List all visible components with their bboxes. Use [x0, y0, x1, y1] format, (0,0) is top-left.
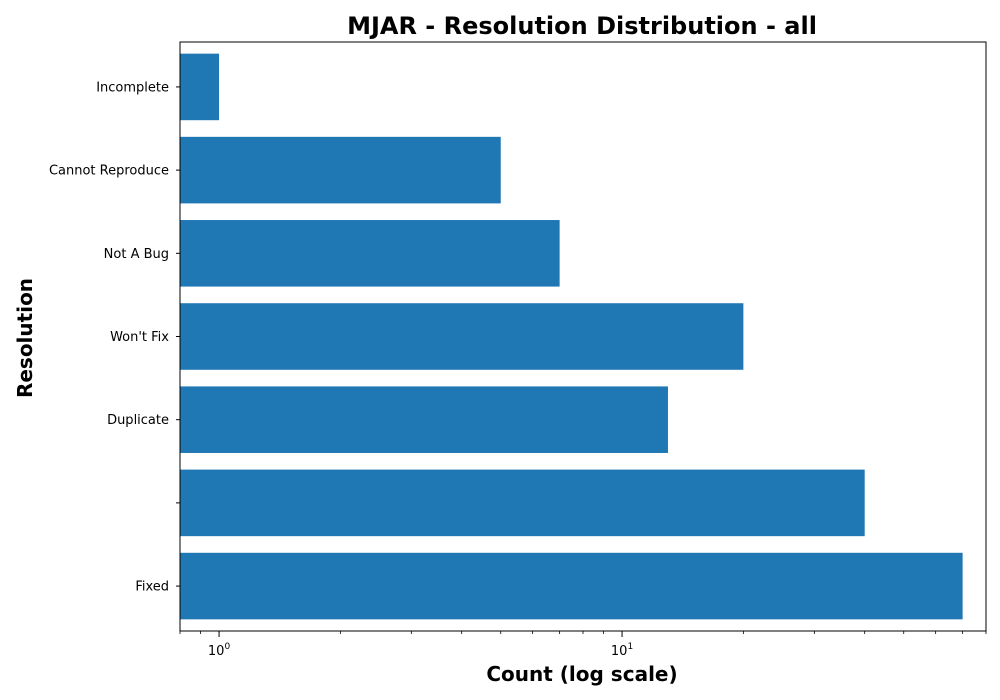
- bars-group: [180, 53, 963, 620]
- x-tick-label: 100: [208, 642, 231, 659]
- y-axis-title: Resolution: [13, 278, 37, 398]
- y-tick-label: Not A Bug: [104, 247, 169, 262]
- bar-duplicate: [180, 386, 668, 453]
- bar-not-a-bug: [180, 220, 560, 287]
- bar-cannot-reproduce: [180, 136, 501, 204]
- x-axis-title: Count (log scale): [486, 662, 677, 686]
- bar-unlabeled: [180, 469, 865, 537]
- chart-title: MJAR - Resolution Distribution - all: [347, 12, 817, 40]
- bar-incomplete: [180, 53, 220, 121]
- x-tick-label: 101: [611, 642, 633, 659]
- y-tick-label: Won't Fix: [110, 330, 169, 345]
- y-tick-label: Fixed: [135, 580, 169, 595]
- y-tick-label: Cannot Reproduce: [49, 164, 169, 179]
- bar-fixed: [180, 552, 963, 620]
- plot-frame: [179, 41, 987, 632]
- y-tick-label: Duplicate: [107, 413, 169, 428]
- y-tick-label: Incomplete: [96, 80, 169, 95]
- x-axis-ticks: 100 101: [179, 631, 987, 659]
- bar-won-t-fix: [180, 303, 744, 370]
- y-axis-ticks: Fixed Duplicate Won't Fix Not A Bug Cannot R…: [49, 80, 180, 595]
